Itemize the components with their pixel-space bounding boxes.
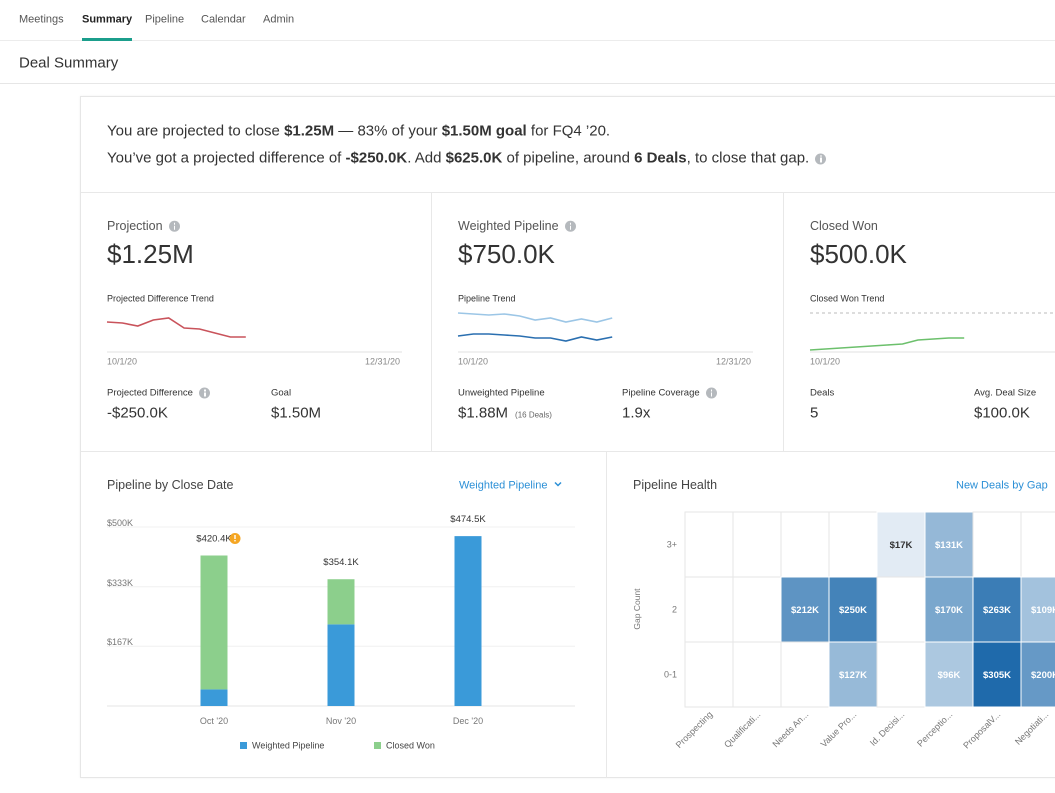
nav-tab[interactable]: Admin <box>263 13 295 26</box>
sparkline <box>809 312 1055 353</box>
trend-title: Closed Won Trend <box>810 293 885 304</box>
metric-label-text: Pipeline Coverage <box>622 387 700 399</box>
chart-selector-text: Weighted Pipeline <box>459 479 548 492</box>
trend-start: 10/1/20 <box>107 356 138 367</box>
trend-end: 12/31/20 <box>365 356 401 367</box>
metric-note: (16 Deals) <box>515 410 552 420</box>
kpi-label-text: Closed Won <box>810 218 878 233</box>
metric-value-text: $1.50M <box>271 404 322 422</box>
sparkline <box>106 317 402 353</box>
trend-title: Projected Difference Trend <box>107 293 214 304</box>
summary-highlight: -$250.0K <box>345 149 408 167</box>
sparkline-line <box>106 317 246 338</box>
info-icon[interactable] <box>168 220 180 232</box>
chevron <box>554 481 562 487</box>
summary-text: — 83% of your <box>334 122 442 140</box>
metric-label: Goal <box>271 388 291 398</box>
divider <box>81 451 1055 452</box>
summary-text: You’ve got a projected difference of <box>107 149 346 167</box>
kpi-label: Closed Won <box>810 220 878 233</box>
metric-value: -$250.0K <box>107 406 168 421</box>
kpi-value: $500.0K <box>810 239 907 269</box>
metric-value-text: $1.88M <box>458 404 509 422</box>
divider <box>783 193 784 451</box>
nav-tab[interactable]: Meetings <box>19 13 64 26</box>
summary-highlight: $625.0K <box>445 149 503 167</box>
metric-value: $100.0K <box>974 406 1030 421</box>
summary-text: . Add <box>407 149 446 167</box>
divider <box>81 192 1055 193</box>
divider <box>431 193 432 451</box>
summary-highlight: 6 Deals <box>634 149 687 167</box>
chevron-icon <box>554 481 562 487</box>
kpi-value: $750.0K <box>458 239 555 269</box>
sparkline-line <box>457 312 613 323</box>
kpi-label: Weighted Pipeline <box>458 220 576 233</box>
metric-value-text: 5 <box>810 404 819 422</box>
sparkline-line <box>457 333 613 342</box>
kpi-value: $1.25M <box>107 239 194 269</box>
summary-text: , to close that gap. <box>686 149 810 167</box>
metric-value-text: $100.0K <box>974 404 1030 422</box>
kpi-label: Projection <box>107 220 180 233</box>
metric-value: $1.50M <box>271 406 321 421</box>
metric-value: 1.9x <box>622 406 650 421</box>
metric-label-text: Goal <box>271 387 292 399</box>
info-icon[interactable] <box>705 387 717 399</box>
nav-tab[interactable]: Pipeline <box>145 13 185 26</box>
chart-selector[interactable]: Weighted Pipeline <box>459 479 563 492</box>
metric-value-text: -$250.0K <box>107 404 168 422</box>
trend-end: 12/31/20 <box>716 356 752 367</box>
metric-label: Unweighted Pipeline <box>458 388 545 398</box>
metric-value: 5 <box>810 406 818 421</box>
metric-label: Deals <box>810 388 834 398</box>
metric-label: Projected Difference <box>107 387 210 399</box>
summary-line: You’ve got a projected difference of -$2… <box>107 149 827 167</box>
nav-bar <box>0 0 1055 41</box>
kpi-label-text: Weighted Pipeline <box>458 218 559 233</box>
page-title: Deal Summary <box>19 54 119 72</box>
info-icon[interactable] <box>815 153 827 165</box>
summary-text: for FQ4 ’20. <box>526 122 611 140</box>
info-icon[interactable] <box>198 387 210 399</box>
summary-card <box>80 96 1055 778</box>
metric-label-text: Deals <box>810 387 835 399</box>
active-tab-indicator <box>82 38 132 41</box>
nav-tab[interactable]: Summary <box>82 13 133 26</box>
chart-link[interactable]: New Deals by Gap <box>956 479 1048 492</box>
metric-label-text: Projected Difference <box>107 387 193 399</box>
metric-label-text: Unweighted Pipeline <box>458 387 545 399</box>
summary-highlight: $1.25M <box>284 122 335 140</box>
chart-title: Pipeline by Close Date <box>107 477 234 492</box>
nav-tab[interactable]: Calendar <box>201 13 246 26</box>
header-divider <box>0 83 1055 84</box>
trend-start: 10/1/20 <box>458 356 489 367</box>
trend-title: Pipeline Trend <box>458 293 516 304</box>
summary-highlight: $1.50M goal <box>441 122 527 140</box>
kpi-label-text: Projection <box>107 218 163 233</box>
sparkline <box>457 312 753 353</box>
metric-value: $1.88M (16 Deals) <box>458 406 552 421</box>
chart-title: Pipeline Health <box>633 477 718 492</box>
summary-text: You are projected to close <box>107 122 285 140</box>
metric-label-text: Avg. Deal Size <box>974 387 1037 399</box>
trend-start: 10/1/20 <box>810 356 841 367</box>
metric-label: Avg. Deal Size <box>974 388 1036 398</box>
divider <box>606 452 607 778</box>
summary-text: of pipeline, around <box>502 149 635 167</box>
info-icon[interactable] <box>564 220 576 232</box>
summary-line: You are projected to close $1.25M — 83% … <box>107 124 610 139</box>
sparkline-line <box>809 337 965 351</box>
metric-value-text: 1.9x <box>622 404 651 422</box>
metric-label: Pipeline Coverage <box>622 387 717 399</box>
